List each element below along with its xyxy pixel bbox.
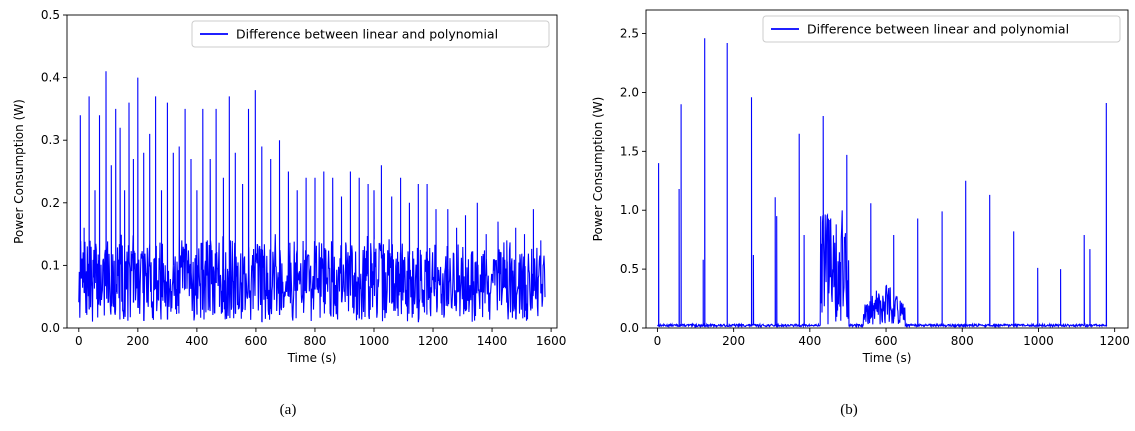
x-tick-label: 400 bbox=[185, 334, 208, 348]
y-tick-label: 0.0 bbox=[41, 321, 60, 335]
caption-a: (a) bbox=[279, 402, 297, 418]
y-tick-label: 1.0 bbox=[620, 203, 639, 217]
series-line bbox=[657, 38, 1108, 328]
y-tick-label: 2.0 bbox=[620, 85, 639, 99]
figure: 0 200 400 600 800 1000 1200 1400 1600 0.0 0.1 0.2 0.… bbox=[12, 8, 1130, 365]
x-tick-label: 200 bbox=[126, 334, 149, 348]
chart-a: 0 200 400 600 800 1000 1200 1400 1600 0.0 0.1 0.2 0.… bbox=[12, 8, 566, 365]
y-tick-label: 0.4 bbox=[41, 71, 60, 85]
x-tick-label: 800 bbox=[951, 334, 974, 348]
legend-box bbox=[191, 20, 550, 48]
series-line bbox=[78, 71, 546, 323]
x-tick-label: 1400 bbox=[477, 334, 508, 348]
x-tick-label: 1200 bbox=[418, 334, 449, 348]
chart-b: 0 200 400 600 800 1000 1200 0.0 0.5 1.0 1.5 2.0 2.5 T… bbox=[591, 9, 1130, 365]
y-axis-label: Power Consumption (W) bbox=[12, 99, 26, 244]
y-tick-label: 0.5 bbox=[620, 262, 639, 276]
legend-box bbox=[762, 15, 1121, 43]
x-tick-label: 0 bbox=[654, 334, 662, 348]
legend-label: Difference between linear and polynomial bbox=[236, 27, 498, 42]
y-tick-label: 0.5 bbox=[41, 8, 60, 22]
x-tick-label: 1000 bbox=[1023, 334, 1054, 348]
y-tick-label: 2.5 bbox=[620, 27, 639, 41]
x-axis-label: Time (s) bbox=[287, 351, 337, 365]
x-tick-label: 1200 bbox=[1099, 334, 1130, 348]
y-tick-label: 0.3 bbox=[41, 133, 60, 147]
x-tick-label: 400 bbox=[798, 334, 821, 348]
y-tick-label: 0.1 bbox=[41, 258, 60, 272]
y-tick-label: 1.5 bbox=[620, 144, 639, 158]
axes-frame bbox=[66, 14, 558, 329]
x-tick-label: 600 bbox=[244, 334, 267, 348]
caption-b: (b) bbox=[840, 402, 858, 418]
x-tick-label: 600 bbox=[875, 334, 898, 348]
x-tick-label: 1600 bbox=[536, 334, 567, 348]
x-tick-label: 1000 bbox=[359, 334, 390, 348]
x-tick-label: 800 bbox=[303, 334, 326, 348]
x-tick-label: 200 bbox=[722, 334, 745, 348]
axes-frame bbox=[645, 9, 1129, 329]
legend-label: Difference between linear and polynomial bbox=[807, 22, 1069, 37]
y-axis-label: Power Consumption (W) bbox=[591, 97, 605, 242]
x-tick-label: 0 bbox=[75, 334, 83, 348]
y-tick-label: 0.0 bbox=[620, 321, 639, 335]
x-axis-label: Time (s) bbox=[862, 351, 912, 365]
y-tick-label: 0.2 bbox=[41, 196, 60, 210]
